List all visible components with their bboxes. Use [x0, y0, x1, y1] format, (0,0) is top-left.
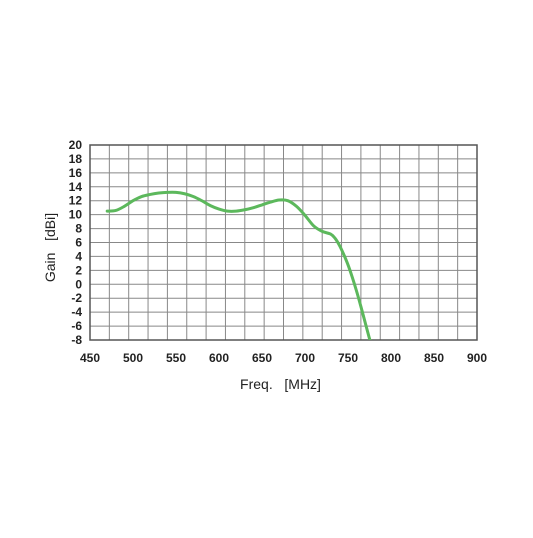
- x-tick-label: 700: [295, 351, 315, 365]
- y-tick-label: 10: [69, 208, 83, 222]
- grid: [90, 145, 477, 340]
- y-tick-label: 16: [69, 166, 83, 180]
- x-tick-label: 850: [424, 351, 444, 365]
- x-tick-label: 600: [209, 351, 229, 365]
- x-axis-ticks: 450 500 550 600 650 700 750 800 850 900: [80, 351, 487, 365]
- y-tick-label: 14: [69, 180, 83, 194]
- y-tick-label: 18: [69, 152, 83, 166]
- y-tick-label: 0: [75, 277, 82, 291]
- x-tick-label: 500: [123, 351, 143, 365]
- x-tick-label: 550: [166, 351, 186, 365]
- series-line-0: [105, 190, 372, 340]
- y-tick-label: 8: [75, 222, 82, 236]
- x-tick-label: 450: [80, 351, 100, 365]
- y-tick-label: 20: [69, 138, 83, 152]
- x-tick-label: 650: [252, 351, 272, 365]
- x-tick-label: 750: [338, 351, 358, 365]
- plot-frame: [89, 144, 478, 341]
- y-tick-label: 4: [75, 249, 82, 263]
- x-axis-title: Freq. [MHz]: [240, 376, 321, 392]
- x-tick-label: 800: [381, 351, 401, 365]
- y-tick-label: -6: [71, 319, 82, 333]
- y-tick-label: -4: [71, 305, 82, 319]
- y-tick-label: 12: [69, 194, 83, 208]
- y-tick-label: 2: [75, 263, 82, 277]
- y-axis-title: Gain [dBi]: [42, 213, 58, 282]
- series-layer: [105, 190, 372, 340]
- x-tick-label: 900: [467, 351, 487, 365]
- y-tick-label: -2: [71, 291, 82, 305]
- y-tick-label: -8: [71, 333, 82, 347]
- y-tick-label: 6: [75, 236, 82, 250]
